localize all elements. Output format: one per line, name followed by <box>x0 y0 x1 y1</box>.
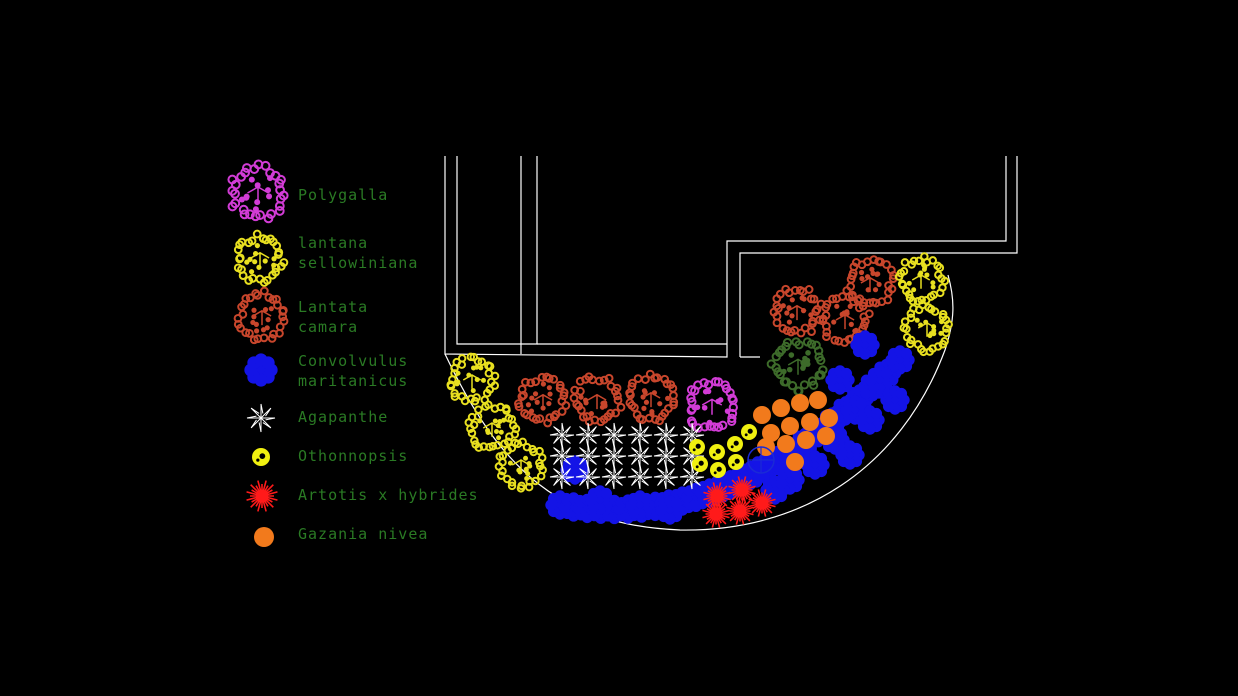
gazania-plant <box>781 417 799 435</box>
green-shrub-plant <box>766 337 828 396</box>
othonnopsis-plant <box>709 444 725 460</box>
artotis-plant <box>702 500 730 528</box>
artotis-plant <box>748 489 776 517</box>
othonnopsis-symbol <box>252 448 270 466</box>
agapanthe-plant <box>627 464 653 490</box>
planting-layer <box>446 252 953 528</box>
lantana-sellowiniana-plant <box>464 400 521 452</box>
gazania-plant <box>820 409 838 427</box>
lantata-camara-plant <box>842 255 898 308</box>
gazania-plant <box>762 424 780 442</box>
othonnopsis-plant <box>741 424 757 440</box>
legend-label-convolvulus: Convolvulus <box>298 352 408 370</box>
legend-item-artotis: Artotis x hybrides <box>246 480 479 512</box>
lantata-camara-plant <box>769 284 826 338</box>
agapanthe-plant <box>549 422 575 448</box>
artotis-plant <box>703 482 731 510</box>
convolvulus-plant <box>855 405 885 435</box>
othonnopsis-plant <box>692 456 708 472</box>
othonnopsis-plant <box>728 454 744 470</box>
legend-item-lantana-s: lantana sellowiniana <box>233 229 418 287</box>
legend-item-gazania: Gazania nivea <box>254 525 428 547</box>
convolvulus-plant <box>655 495 685 525</box>
inner-wall-line-3 <box>537 156 1018 357</box>
agapanthe-plant <box>575 443 601 469</box>
lantata-camara-plant <box>625 369 679 426</box>
legend-item-polygalla: Polygalla <box>227 159 388 224</box>
legend-label-gazania: Gazania nivea <box>298 525 428 543</box>
legend-label-othonnopsis: Othonnopsis <box>298 447 408 465</box>
agapanthe-plant <box>679 464 705 490</box>
legend-label-lantana-s-1: sellowiniana <box>298 254 418 272</box>
convolvulus-plant <box>585 485 615 515</box>
well-symbol <box>747 446 775 474</box>
agapanthe-plant <box>601 422 627 448</box>
gazania-plant <box>772 399 790 417</box>
agapanthe-plant <box>601 464 627 490</box>
agapanthe-plant <box>549 443 575 469</box>
lantata-camara-plant <box>514 372 571 428</box>
gazania-symbol <box>254 527 274 547</box>
legend-item-agapanthe: Agapanthe <box>246 403 388 433</box>
legend-item-othonnopsis: Othonnopsis <box>252 447 408 466</box>
convolvulus-plant <box>835 440 865 470</box>
artotis-symbol <box>246 480 278 512</box>
convolvulus-symbol <box>244 353 278 387</box>
convolvulus-plant <box>800 450 830 480</box>
convolvulus-plant <box>865 365 895 395</box>
polygalla-plant <box>686 377 738 433</box>
convolvulus-plant <box>885 345 915 375</box>
othonnopsis-plant <box>710 462 726 478</box>
inner-wall-line <box>456 156 538 345</box>
gazania-plant <box>817 427 835 445</box>
outer-wall-line <box>444 156 1007 358</box>
legend-label-lantata-c-1: camara <box>298 318 358 336</box>
agapanthe-plant <box>601 443 627 469</box>
agapanthe-plant <box>549 464 575 490</box>
othonnopsis-plant <box>727 436 743 452</box>
convolvulus-plant <box>850 330 880 360</box>
legend-label-artotis: Artotis x hybrides <box>298 486 479 504</box>
gazania-plant <box>786 453 804 471</box>
gazania-plant <box>753 406 771 424</box>
agapanthe-plant <box>627 422 653 448</box>
gazania-plant <box>801 413 819 431</box>
othonnopsis-plant <box>689 439 705 455</box>
agapanthe-plant <box>627 443 653 469</box>
agapanthe-plant <box>653 422 679 448</box>
lantata-c-symbol <box>233 286 289 345</box>
artotis-plant <box>728 476 756 504</box>
lantana-sellowiniana-plant <box>494 437 547 493</box>
polygalla-symbol <box>227 159 289 224</box>
agapanthe-plant <box>575 464 601 490</box>
agapanthe-plant <box>653 443 679 469</box>
agapanthe-symbol <box>246 403 276 433</box>
lantata-camara-plant <box>569 372 626 427</box>
legend-label-convolvulus-1: maritanicus <box>298 372 408 390</box>
legend-label-lantata-c: Lantata <box>298 298 368 316</box>
lantana-s-symbol <box>233 229 289 287</box>
gazania-plant <box>797 431 815 449</box>
lantana-sellowiniana-plant <box>894 252 950 306</box>
artotis-plant <box>726 497 754 525</box>
legend: Polygalla lantana sellowiniana Lantata camar… <box>227 159 479 547</box>
legend-label-agapanthe: Agapanthe <box>298 408 388 426</box>
lantana-sellowiniana-plant <box>899 300 953 357</box>
legend-label-polygalla: Polygalla <box>298 186 388 204</box>
agapanthe-plant <box>575 422 601 448</box>
lantana-sellowiniana-plant <box>446 352 500 406</box>
convolvulus-plant <box>825 365 855 395</box>
gazania-plant <box>791 394 809 412</box>
agapanthe-plant <box>653 464 679 490</box>
legend-item-lantata-c: Lantata camara <box>233 286 368 345</box>
convolvulus-plant <box>880 385 910 415</box>
convolvulus-plant <box>625 490 655 520</box>
gazania-plant <box>809 391 827 409</box>
legend-item-convolvulus: Convolvulus maritanicus <box>244 352 408 390</box>
gazania-plant <box>777 435 795 453</box>
legend-label-lantana-s: lantana <box>298 234 368 252</box>
